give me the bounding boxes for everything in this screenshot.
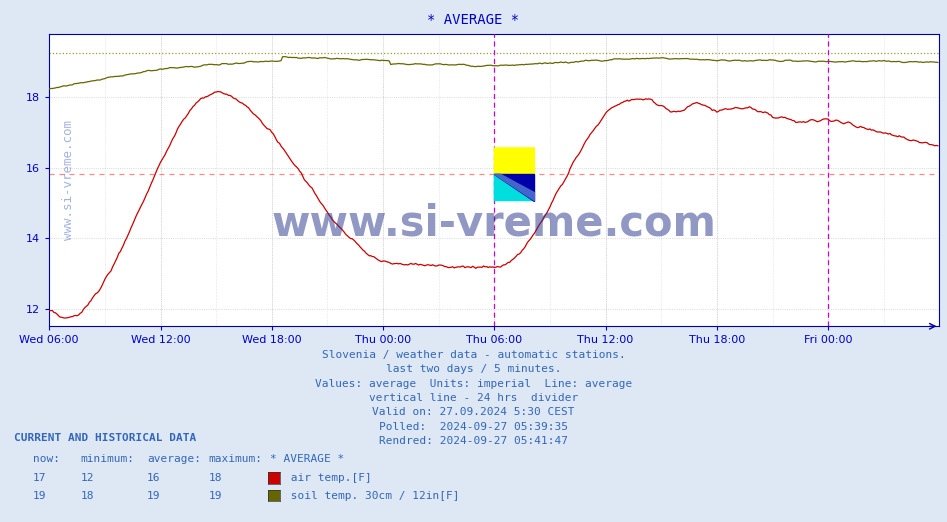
- Text: 18: 18: [80, 491, 94, 501]
- Polygon shape: [494, 174, 534, 200]
- Text: 19: 19: [33, 491, 46, 501]
- Polygon shape: [494, 174, 534, 200]
- Text: 19: 19: [147, 491, 160, 501]
- Polygon shape: [494, 148, 534, 174]
- Text: 16: 16: [147, 473, 160, 483]
- Text: * AVERAGE *: * AVERAGE *: [270, 454, 344, 464]
- Text: soil temp. 30cm / 12in[F]: soil temp. 30cm / 12in[F]: [284, 491, 459, 501]
- Text: now:: now:: [33, 454, 61, 464]
- Text: air temp.[F]: air temp.[F]: [284, 473, 372, 483]
- Text: www.si-vreme.com: www.si-vreme.com: [63, 120, 76, 240]
- Text: * AVERAGE *: * AVERAGE *: [427, 13, 520, 27]
- Text: CURRENT AND HISTORICAL DATA: CURRENT AND HISTORICAL DATA: [14, 433, 196, 443]
- Text: 18: 18: [208, 473, 222, 483]
- Polygon shape: [494, 148, 534, 174]
- Text: Slovenia / weather data - automatic stations.
last two days / 5 minutes.
Values:: Slovenia / weather data - automatic stat…: [314, 350, 633, 446]
- Text: 17: 17: [33, 473, 46, 483]
- Text: average:: average:: [147, 454, 201, 464]
- Text: maximum:: maximum:: [208, 454, 262, 464]
- Polygon shape: [494, 174, 534, 200]
- Text: minimum:: minimum:: [80, 454, 134, 464]
- Text: 12: 12: [80, 473, 94, 483]
- Text: 19: 19: [208, 491, 222, 501]
- Text: www.si-vreme.com: www.si-vreme.com: [272, 203, 717, 245]
